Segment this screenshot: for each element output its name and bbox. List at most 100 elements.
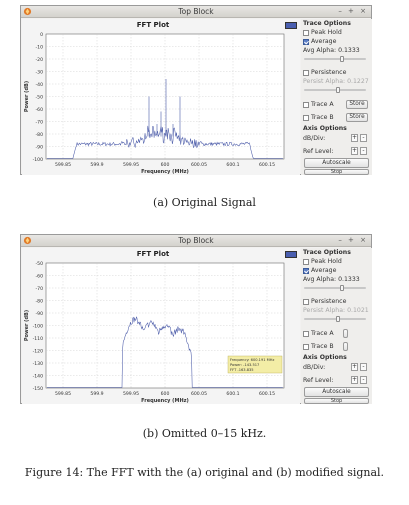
caption-b: (b) Omitted 0–15 kHz. [142, 427, 267, 440]
db-div-minus-button[interactable]: - [360, 134, 367, 142]
peak-hold-checkbox[interactable] [303, 29, 309, 36]
peak-hold-checkbox[interactable] [303, 258, 309, 265]
ref-level-plus-button[interactable]: + [351, 147, 358, 155]
persistence-label: Persistence [311, 298, 347, 305]
x-tick-label: 600.15 [259, 162, 275, 168]
x-tick-label: 599.95 [123, 162, 139, 168]
trace-b-checkbox[interactable] [303, 114, 309, 121]
axis-options-heading: Axis Options [303, 354, 347, 361]
x-tick-label: 600.1 [226, 162, 239, 168]
y-axis-label: Power (dB) [24, 81, 30, 112]
trace-b-label: Trace B [311, 114, 334, 121]
app-icon [23, 7, 32, 16]
fft-plot-canvas[interactable]: -50 -60 -70 -80 -90 -100 -110 -120 -130 -140 -150 5… [22, 248, 300, 404]
slider-track [304, 318, 366, 320]
trace-a-checkbox[interactable] [303, 330, 309, 337]
window-title: Top Block [178, 7, 214, 16]
y-tick-label: -90 [35, 145, 43, 151]
store-a-button[interactable] [343, 329, 348, 338]
trace-options-panel: Trace Options Peak Hold Average Avg Alph… [301, 19, 372, 175]
y-tick-label: -130 [33, 361, 44, 367]
x-tick-label: 600.05 [191, 162, 207, 168]
db-div-plus-button[interactable]: + [351, 363, 358, 371]
x-tick-label: 599.9 [90, 391, 103, 397]
peak-hold-row[interactable]: Peak Hold [303, 258, 342, 265]
persist-alpha-slider[interactable] [304, 316, 366, 322]
slider-track [304, 89, 366, 91]
x-tick-label: 600 [161, 162, 170, 168]
avg-alpha-slider[interactable] [304, 285, 366, 291]
y-tick-label: -50 [35, 95, 43, 101]
average-checkbox[interactable] [303, 267, 309, 274]
x-axis-label: Frequency (MHz) [141, 398, 189, 404]
average-checkbox[interactable] [303, 38, 309, 45]
trace-b-row[interactable]: Trace B [303, 114, 334, 121]
autoscale-button[interactable]: Autoscale [304, 158, 369, 168]
store-b-button[interactable]: Store [346, 113, 368, 122]
ref-level-label: Ref Level: [303, 377, 334, 384]
cursor-tooltip [227, 355, 283, 374]
autoscale-button[interactable]: Autoscale [304, 387, 369, 397]
y-tick-label: -100 [33, 157, 44, 163]
stop-button[interactable]: Stop [304, 398, 369, 404]
trace-b-checkbox[interactable] [303, 343, 309, 350]
db-div-minus-button[interactable]: - [360, 363, 367, 371]
slider-knob[interactable] [335, 87, 340, 93]
y-tick-label: -140 [33, 374, 44, 380]
ref-level-minus-button[interactable]: - [360, 376, 367, 384]
y-tick-label: -100 [33, 324, 44, 330]
slider-knob[interactable] [335, 316, 340, 322]
persistence-row[interactable]: Persistence [303, 69, 346, 76]
store-b-button[interactable] [343, 342, 348, 351]
x-tick-label: 600.05 [191, 391, 207, 397]
window-controls[interactable]: – + × [338, 7, 368, 15]
db-div-plus-button[interactable]: + [351, 134, 358, 142]
x-tick-label: 600.15 [259, 391, 275, 397]
peak-hold-row[interactable]: Peak Hold [303, 29, 342, 36]
y-axis-label: Power (dB) [24, 310, 30, 341]
fft-plot-canvas[interactable]: 0 -10 -20 -30 -40 -50 -60 -70 -80 -90 -100 599.85 59… [22, 19, 300, 175]
average-row[interactable]: Average [303, 267, 336, 274]
legend-swatch [285, 251, 297, 258]
slider-knob[interactable] [339, 56, 344, 62]
fft-window-modified: Top Block – + × -50 -60 -70 -80 -90 -100 -110-… [20, 234, 372, 404]
x-tick-label: 600.1 [226, 391, 239, 397]
fft-trace [47, 125, 283, 159]
stop-button[interactable]: Stop [304, 169, 369, 175]
db-div-label: dB/Div: [303, 135, 326, 142]
persistence-checkbox[interactable] [303, 298, 309, 305]
trace-a-row[interactable]: Trace A [303, 330, 334, 337]
store-a-button[interactable]: Store [346, 100, 368, 109]
persistence-checkbox[interactable] [303, 69, 309, 76]
x-tick-label: 599.9 [90, 162, 103, 168]
x-tick-label: 599.85 [55, 391, 71, 397]
fft-trace [47, 316, 283, 388]
trace-a-row[interactable]: Trace A [303, 101, 334, 108]
persist-alpha-slider[interactable] [304, 87, 366, 93]
window-titlebar: Top Block – + × [21, 6, 371, 18]
average-row[interactable]: Average [303, 38, 336, 45]
figure-caption: Figure 14: The FFT with the (a) original… [24, 466, 385, 479]
plot-title: FFT Plot [136, 250, 170, 258]
avg-alpha-slider[interactable] [304, 56, 366, 62]
persist-alpha-label: Persist Alpha: 0.1021 [303, 307, 369, 314]
fft-plot-panel: -50 -60 -70 -80 -90 -100 -110 -120 -130 -140 -150 5… [22, 248, 300, 404]
persistence-row[interactable]: Persistence [303, 298, 346, 305]
trace-options-heading: Trace Options [303, 249, 351, 256]
y-tick-label: -70 [35, 286, 43, 292]
slider-knob[interactable] [339, 285, 344, 291]
x-tick-label: 599.95 [123, 391, 139, 397]
persistence-label: Persistence [311, 69, 347, 76]
window-controls[interactable]: – + × [338, 236, 368, 244]
ref-level-plus-button[interactable]: + [351, 376, 358, 384]
fft-window-original: Top Block – + × 0 -10 -20 -30 -40 -50 -60 -70 -8… [20, 5, 372, 175]
x-axis-label: Frequency (MHz) [141, 169, 189, 175]
average-label: Average [311, 267, 337, 274]
y-tick-label: -60 [35, 107, 43, 113]
trace-a-checkbox[interactable] [303, 101, 309, 108]
y-tick-label: -90 [35, 311, 43, 317]
trace-b-row[interactable]: Trace B [303, 343, 334, 350]
y-tick-label: -10 [35, 45, 43, 51]
ref-level-minus-button[interactable]: - [360, 147, 367, 155]
caption-a: (a) Original Signal [153, 196, 256, 209]
